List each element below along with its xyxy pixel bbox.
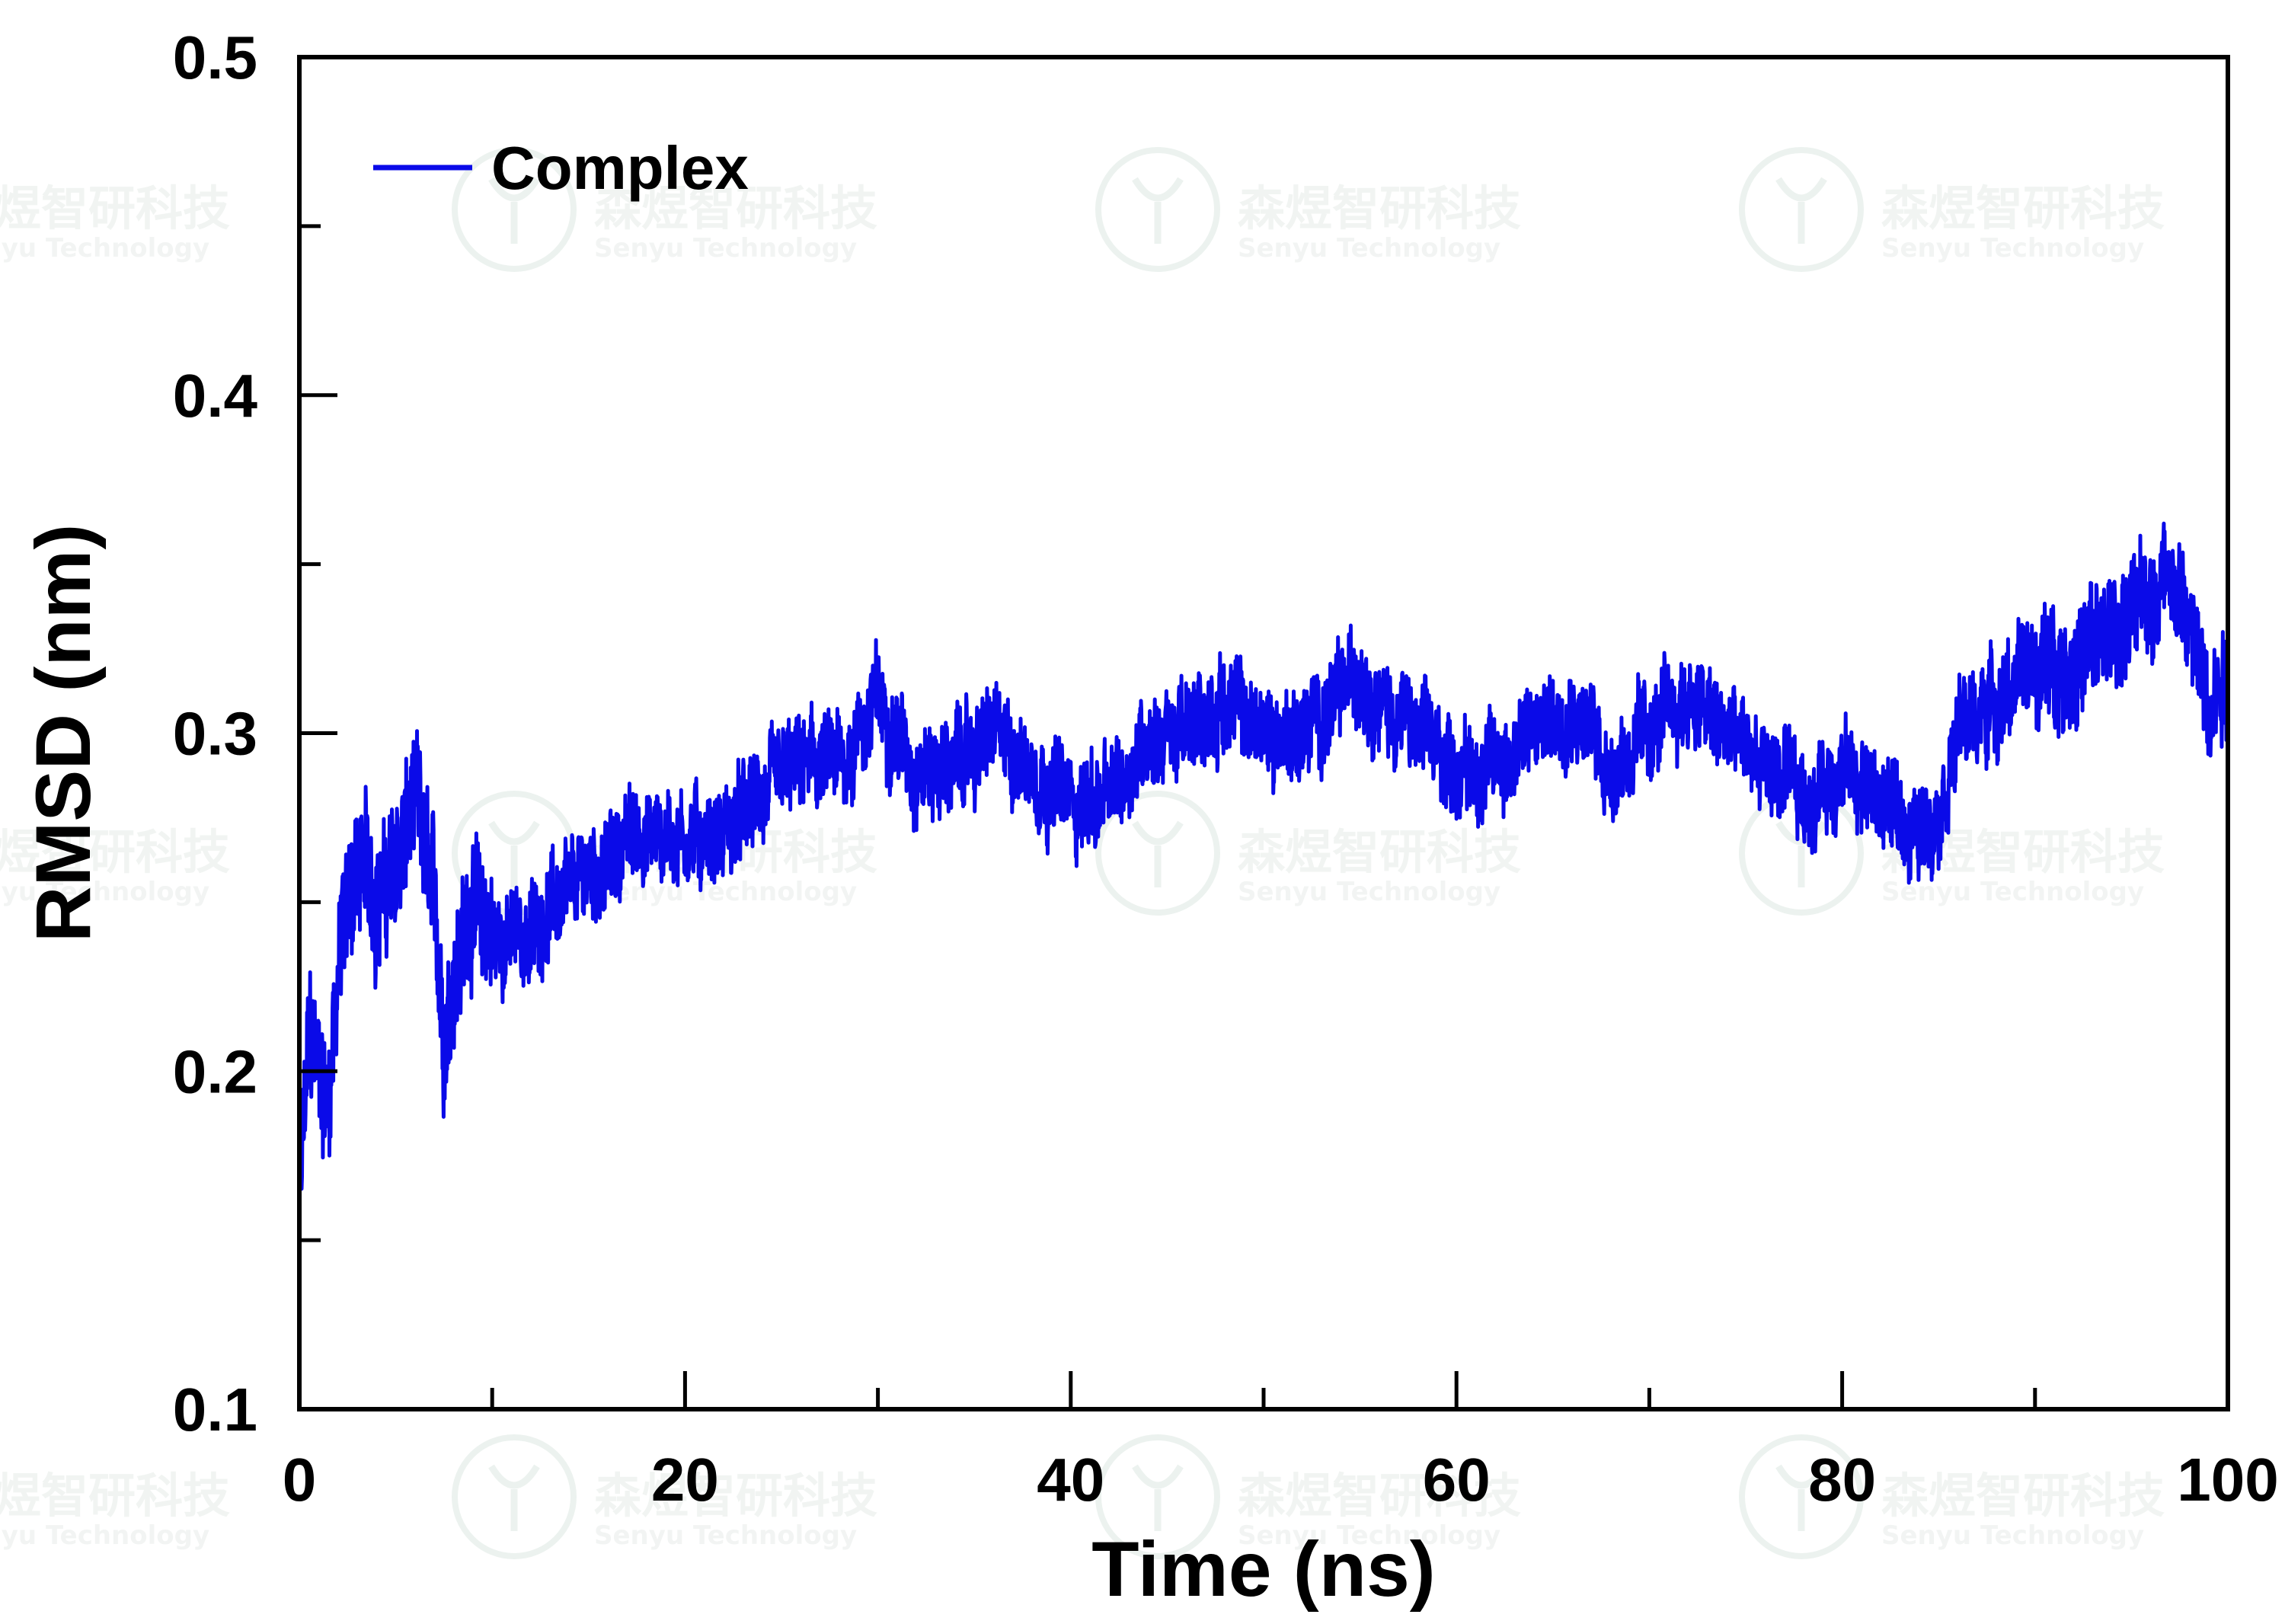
watermark-logo-mark-icon <box>1132 177 1184 244</box>
watermark-name-en: Senyu Technology <box>1881 1520 2144 1551</box>
x-tick-label: 100 <box>2177 1446 2278 1514</box>
watermark-name-en: Senyu Technology <box>0 233 209 264</box>
watermark-name-en: Senyu Technology <box>1881 233 2144 264</box>
watermark-name-en: Senyu Technology <box>594 1520 857 1551</box>
y-axis-title: RMSD (nm) <box>20 524 107 943</box>
y-tick-label: 0.1 <box>173 1376 257 1443</box>
watermark-name-cn: 森煜智研科技 <box>1238 824 1521 880</box>
watermark-name-en: Senyu Technology <box>1238 233 1500 264</box>
watermark-name-en: Senyu Technology <box>1238 877 1500 907</box>
watermark-name-cn: 森煜智研科技 <box>1881 181 2165 236</box>
watermark-logo-mark-icon <box>1775 1464 1827 1531</box>
legend: Complex <box>373 134 749 202</box>
watermark-logo-mark-icon <box>488 177 540 244</box>
x-tick-label: 80 <box>1808 1446 1876 1514</box>
watermark-name-en: Senyu Technology <box>1881 877 2144 907</box>
x-axis-title: Time (ns) <box>1091 1526 1436 1613</box>
watermark-name-cn: 森煜智研科技 <box>1238 1468 1521 1523</box>
watermark-logo-mark-icon <box>488 1464 540 1531</box>
watermark-logo-mark-icon <box>488 820 540 887</box>
y-tick-label: 0.2 <box>173 1037 257 1105</box>
watermark-name-cn: 森煜智研科技 <box>0 824 230 880</box>
x-tick-label: 40 <box>1037 1446 1104 1514</box>
watermark-logo-mark-icon <box>1132 1464 1184 1531</box>
y-tick-label: 0.3 <box>173 700 257 768</box>
watermark-logo-icon <box>1095 1434 1220 1559</box>
watermark-name-en: Senyu Technology <box>594 877 857 907</box>
watermark-logo-icon <box>1095 791 1220 916</box>
watermark-name-cn: 森煜智研科技 <box>0 181 230 236</box>
x-tick-label: 0 <box>283 1446 317 1514</box>
watermark-logo-mark-icon <box>1775 177 1827 244</box>
watermark-name-cn: 森煜智研科技 <box>594 181 877 236</box>
watermark-logo-mark-icon <box>1775 820 1827 887</box>
watermark-logo-mark-icon <box>1132 820 1184 887</box>
watermark-name-cn: 森煜智研科技 <box>1881 1468 2165 1523</box>
y-tick-label: 0.4 <box>173 362 258 430</box>
watermark-name-en: Senyu Technology <box>0 877 209 907</box>
watermark-logo-icon <box>452 147 577 272</box>
watermark-name-cn: 森煜智研科技 <box>0 1468 230 1523</box>
watermark-logo-icon <box>1739 1434 1864 1559</box>
watermark-name-en: Senyu Technology <box>0 1520 209 1551</box>
series-line-complex <box>297 521 2230 1207</box>
watermark-logo-icon <box>1095 147 1220 272</box>
x-tick-label: 60 <box>1423 1446 1491 1514</box>
y-tick-label: 0.5 <box>173 24 257 91</box>
watermark-logo-icon <box>452 1434 577 1559</box>
watermark-name-en: Senyu Technology <box>1238 1520 1500 1551</box>
watermark-logo-icon <box>1739 147 1864 272</box>
legend-label-complex: Complex <box>491 134 749 202</box>
watermark-name-en: Senyu Technology <box>594 233 857 264</box>
x-tick-label: 20 <box>651 1446 719 1514</box>
series-layer <box>297 521 2230 1207</box>
watermark-name-cn: 森煜智研科技 <box>1238 181 1521 236</box>
watermark-name-cn: 森煜智研科技 <box>594 1468 877 1523</box>
ticks-layer: 0 20 40 60 80 100 0.1 0.2 0.3 0.4 0.5 <box>173 24 2279 1514</box>
